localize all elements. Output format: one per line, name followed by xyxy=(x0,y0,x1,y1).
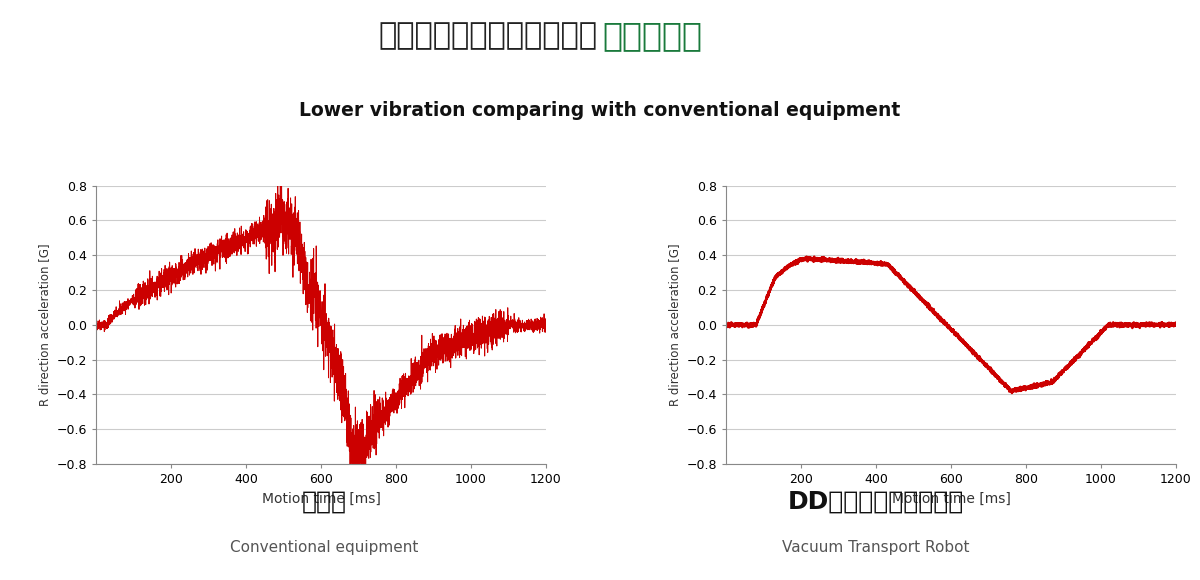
Text: 当社従来機比と比較して: 当社従来機比と比較して xyxy=(379,21,598,50)
X-axis label: Motion time [ms]: Motion time [ms] xyxy=(892,492,1010,506)
Y-axis label: R direction acceleration [G]: R direction acceleration [G] xyxy=(38,244,50,406)
Text: Lower vibration comparing with conventional equipment: Lower vibration comparing with conventio… xyxy=(299,101,901,120)
Text: Vacuum Transport Robot: Vacuum Transport Robot xyxy=(782,540,970,555)
Text: DDモータ真空ロボット: DDモータ真空ロボット xyxy=(788,489,964,513)
X-axis label: Motion time [ms]: Motion time [ms] xyxy=(262,492,380,506)
Text: 従来機: 従来機 xyxy=(301,489,347,513)
Text: Conventional equipment: Conventional equipment xyxy=(230,540,418,555)
Text: 振動が減少: 振動が減少 xyxy=(602,19,702,52)
Y-axis label: R direction acceleration [G]: R direction acceleration [G] xyxy=(668,244,680,406)
